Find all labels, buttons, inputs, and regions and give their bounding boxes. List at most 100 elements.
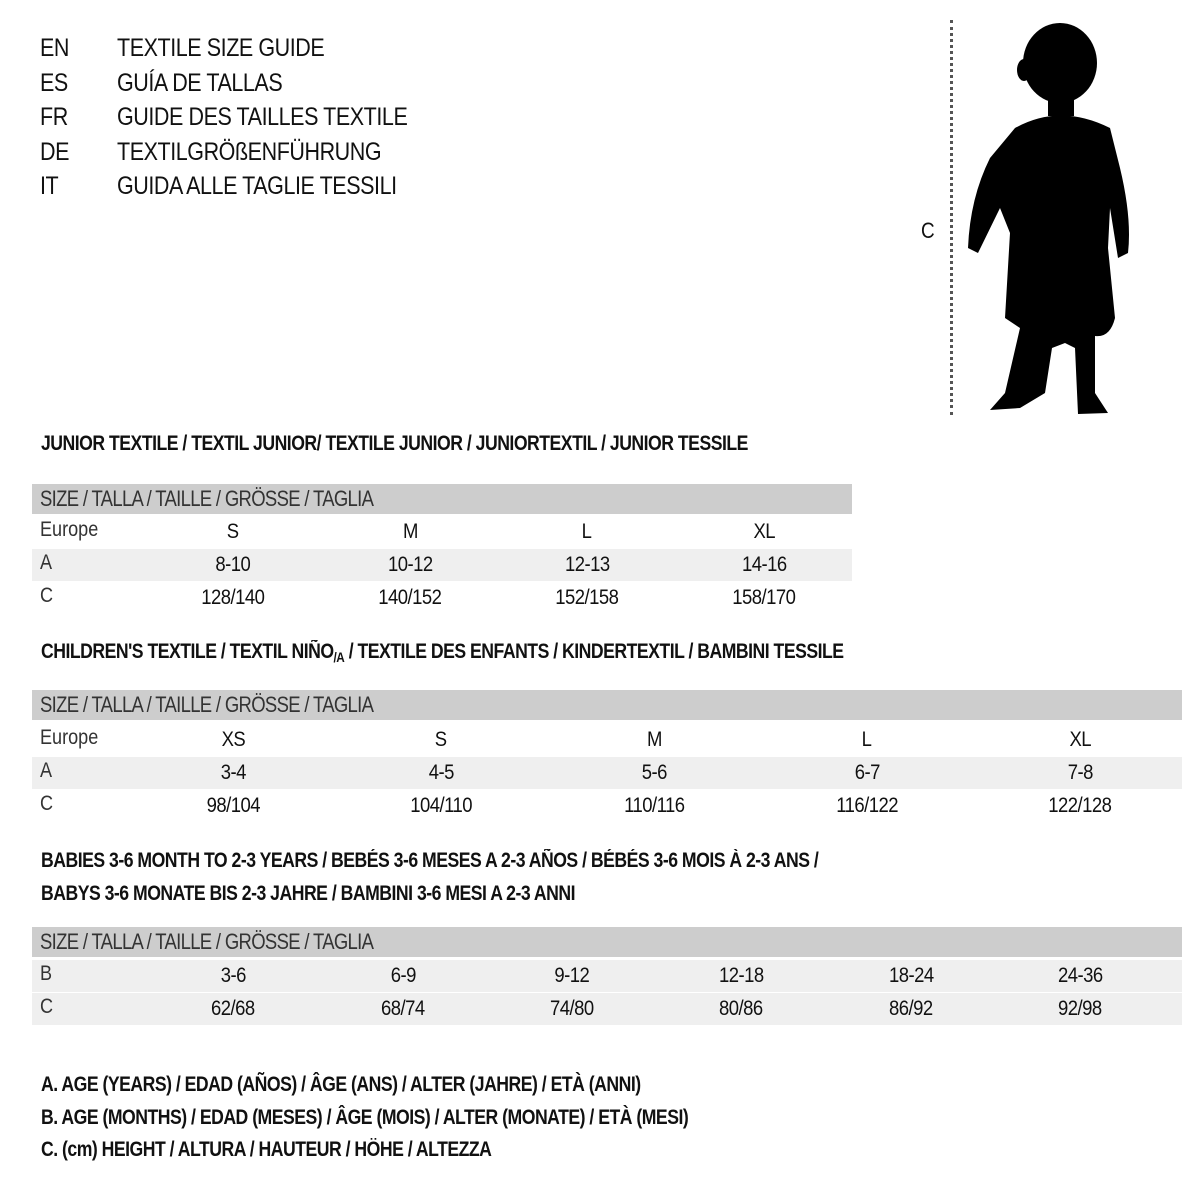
cell-value: 128/140 (201, 586, 265, 609)
cell-value: S (227, 520, 239, 543)
table-cell: S (361, 728, 521, 752)
table-cell: L (787, 728, 947, 752)
children-heading: CHILDREN'S TEXTILE / TEXTIL NIÑO/A / TEX… (41, 640, 844, 665)
cell-value: 12-18 (718, 964, 764, 987)
cell-value: 3-6 (220, 964, 246, 987)
table-row: C 128/140 140/152 152/158 158/170 (32, 582, 852, 614)
title-lang-code: EN (40, 34, 70, 62)
cell-value: M (402, 520, 418, 543)
cell-value: 6-7 (854, 761, 880, 784)
cell-value: L (582, 520, 592, 543)
table-cell: 74/80 (492, 997, 652, 1021)
table-cell: 4-5 (361, 761, 521, 785)
cell-value: 122/128 (1048, 794, 1112, 817)
table-row: Europe XS S M L XL (32, 724, 1182, 756)
table-cell: XL (1000, 728, 1160, 752)
row-label: Europe (40, 518, 99, 541)
children-header-label: SIZE / TALLA / TAILLE / GRÖSSE / TAGLIA (40, 692, 374, 717)
table-cell: 14-16 (684, 553, 844, 577)
row-label: C (40, 584, 54, 607)
table-cell: 104/110 (361, 794, 521, 818)
table-cell: XS (153, 728, 313, 752)
title-text: TEXTILE SIZE GUIDE (117, 34, 325, 62)
table-cell: 6-9 (323, 964, 483, 988)
row-label: C (40, 995, 54, 1018)
babies-header-bar: SIZE / TALLA / TAILLE / GRÖSSE / TAGLIA (32, 927, 1182, 957)
table-cell: 12-13 (507, 553, 667, 577)
cell-value: XL (753, 520, 775, 543)
cell-value: 9-12 (554, 964, 590, 987)
table-cell: 158/170 (684, 586, 844, 610)
cell-value: 86/92 (889, 997, 933, 1020)
junior-header-label: SIZE / TALLA / TAILLE / GRÖSSE / TAGLIA (40, 486, 374, 511)
cell-value: 4-5 (428, 761, 454, 784)
table-cell: 62/68 (153, 997, 313, 1021)
table-cell: 98/104 (153, 794, 313, 818)
table-cell: 7-8 (1000, 761, 1160, 785)
table-cell: 128/140 (153, 586, 313, 610)
cell-value: 74/80 (550, 997, 594, 1020)
child-silhouette-icon (968, 23, 1129, 414)
cell-value: 5-6 (641, 761, 667, 784)
cell-value: 92/98 (1058, 997, 1102, 1020)
table-row: C 98/104 104/110 110/116 116/122 122/128 (32, 790, 1182, 822)
table-cell: 68/74 (323, 997, 483, 1021)
cell-value: 3-4 (220, 761, 246, 784)
table-cell: M (330, 520, 490, 544)
table-cell: L (507, 520, 667, 544)
table-cell: 5-6 (574, 761, 734, 785)
table-cell: 86/92 (831, 997, 991, 1021)
table-cell: 152/158 (507, 586, 667, 610)
cell-value: 18-24 (888, 964, 934, 987)
cell-value: 12-13 (564, 553, 610, 576)
cell-value: 98/104 (206, 794, 260, 817)
row-label: A (40, 551, 53, 574)
row-label: C (40, 792, 54, 815)
junior-header-bar: SIZE / TALLA / TAILLE / GRÖSSE / TAGLIA (32, 484, 852, 514)
cell-value: 10-12 (387, 553, 433, 576)
cell-value: 116/122 (836, 794, 898, 817)
table-cell: 140/152 (330, 586, 490, 610)
table-cell: 122/128 (1000, 794, 1160, 818)
title-text: GUIDA ALLE TAGLIE TESSILI (117, 172, 397, 200)
table-cell: 80/86 (661, 997, 821, 1021)
table-cell: 92/98 (1000, 997, 1160, 1021)
table-row: B 3-6 6-9 9-12 12-18 18-24 24-36 (32, 960, 1182, 992)
height-measure-line (950, 20, 953, 415)
table-cell: 9-12 (492, 964, 652, 988)
title-lang-code: DE (40, 137, 70, 166)
cell-value: 110/116 (623, 794, 685, 817)
table-cell: XL (684, 520, 844, 544)
table-row: A 3-4 4-5 5-6 6-7 7-8 (32, 757, 1182, 789)
title-lang-code: IT (40, 172, 59, 200)
legend-b: B. AGE (MONTHS) / EDAD (MESES) / ÂGE (MO… (41, 1106, 689, 1129)
table-cell: 3-4 (153, 761, 313, 785)
legend-a: A. AGE (YEARS) / EDAD (AÑOS) / ÂGE (ANS)… (41, 1073, 641, 1096)
cell-value: L (862, 728, 872, 751)
cell-value: 14-16 (741, 553, 787, 576)
cell-value: 80/86 (719, 997, 763, 1020)
table-cell: 116/122 (787, 794, 947, 818)
table-cell: 3-6 (153, 964, 313, 988)
junior-heading: JUNIOR TEXTILE / TEXTIL JUNIOR/ TEXTILE … (41, 432, 748, 455)
cell-value: S (435, 728, 447, 751)
title-lang-code: FR (40, 103, 68, 131)
table-cell: 10-12 (330, 553, 490, 577)
cell-value: 104/110 (410, 794, 472, 817)
cell-value: 158/170 (732, 586, 796, 609)
height-measure-label: C (921, 218, 935, 243)
table-cell: 6-7 (787, 761, 947, 785)
title-lang-code: ES (40, 68, 68, 97)
cell-value: 6-9 (390, 964, 416, 987)
cell-value: XL (1069, 728, 1091, 751)
table-cell: 8-10 (153, 553, 313, 577)
cell-value: XS (221, 728, 245, 751)
babies-heading-line1: BABIES 3-6 MONTH TO 2-3 YEARS / BEBÉS 3-… (41, 849, 819, 872)
title-text: GUÍA DE TALLAS (117, 68, 283, 97)
babies-header-label: SIZE / TALLA / TAILLE / GRÖSSE / TAGLIA (40, 929, 374, 954)
title-text: TEXTILGRÖßENFÜHRUNG (117, 137, 382, 166)
legend-c: C. (cm) HEIGHT / ALTURA / HAUTEUR / HÖHE… (41, 1138, 492, 1161)
table-cell: 12-18 (661, 964, 821, 988)
table-row: A 8-10 10-12 12-13 14-16 (32, 549, 852, 581)
babies-heading-line2: BABYS 3-6 MONATE BIS 2-3 JAHRE / BAMBINI… (41, 882, 576, 905)
